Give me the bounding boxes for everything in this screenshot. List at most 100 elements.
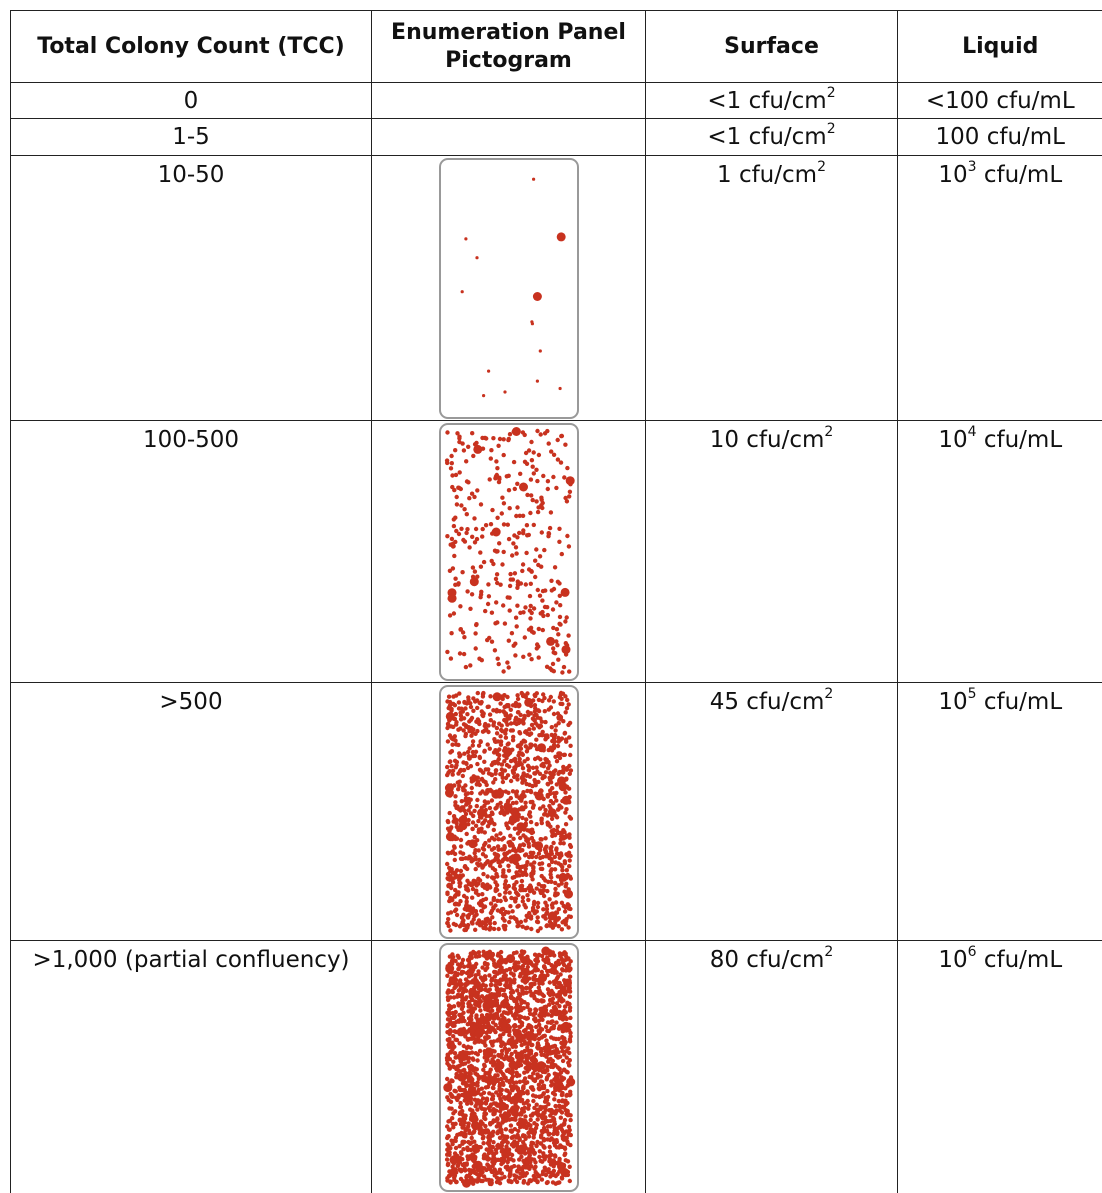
- colony-dot: [480, 1040, 484, 1044]
- colony-dot: [531, 698, 535, 702]
- colony-dot: [502, 926, 506, 930]
- colony-dot: [483, 1124, 487, 1128]
- colony-dot: [562, 890, 566, 894]
- colony-dot: [480, 1136, 484, 1140]
- colony-dot: [527, 653, 531, 657]
- colony-dot: [523, 1028, 527, 1032]
- colony-dot: [523, 1173, 527, 1177]
- colony-dot: [485, 742, 489, 746]
- colony-dot: [475, 256, 478, 259]
- colony-dot: [529, 1076, 533, 1080]
- colony-dot: [567, 1063, 571, 1067]
- colony-dot: [498, 743, 502, 747]
- colony-dot: [446, 820, 450, 824]
- colony-dot: [472, 1091, 476, 1095]
- colony-dot: [503, 789, 507, 793]
- colony-dot: [548, 780, 552, 784]
- colony-dot: [562, 785, 566, 789]
- colony-dot: [528, 885, 532, 889]
- colony-dot: [488, 456, 492, 460]
- surface-cell: <1 cfu/cm2: [646, 119, 898, 156]
- tcc-cell: 1-5: [11, 119, 372, 156]
- colony-dot: [469, 1180, 473, 1184]
- colony-dot: [552, 867, 556, 871]
- colony-dot: [495, 874, 499, 878]
- colony-dot: [466, 725, 470, 729]
- colony-dot: [520, 865, 524, 869]
- colony-dot: [492, 692, 501, 701]
- colony-dot: [458, 1101, 462, 1105]
- colony-dot: [567, 494, 571, 498]
- colony-dot: [555, 1055, 559, 1059]
- colony-dot: [445, 534, 449, 538]
- colony-dot: [536, 505, 540, 509]
- colony-dot: [457, 1041, 461, 1045]
- colony-dot: [465, 879, 469, 883]
- colony-dot: [549, 852, 553, 856]
- colony-dot: [530, 855, 534, 859]
- surface-cell: 45 cfu/cm2: [646, 683, 898, 941]
- colony-dot: [450, 473, 454, 477]
- colony-dot: [523, 1165, 527, 1169]
- colony-dot: [458, 627, 462, 631]
- colony-dot: [480, 447, 484, 451]
- colony-dot: [567, 989, 571, 993]
- colony-dot: [563, 968, 567, 972]
- colony-dot: [545, 487, 549, 491]
- colony-dot: [485, 887, 489, 891]
- colony-dot: [553, 1075, 557, 1079]
- colony-dot: [486, 582, 490, 586]
- colony-dot: [544, 1077, 548, 1081]
- colony-dot: [481, 847, 485, 851]
- colony-dot: [459, 503, 463, 507]
- colony-dot: [533, 1033, 537, 1037]
- colony-dot: [501, 836, 505, 840]
- colony-dot: [548, 695, 552, 699]
- colony-dot: [506, 1040, 510, 1044]
- colony-dot: [514, 880, 518, 884]
- colony-dot: [465, 841, 469, 845]
- colony-dot: [534, 713, 538, 717]
- colony-dot: [461, 728, 465, 732]
- colony-dot: [518, 954, 522, 958]
- colony-dot: [487, 1131, 491, 1135]
- colony-dot: [464, 896, 468, 900]
- liquid-cell: <100 cfu/mL: [898, 83, 1102, 119]
- colony-dot: [499, 957, 503, 961]
- colony-dot: [527, 775, 531, 779]
- colony-dot: [533, 694, 537, 698]
- colony-dot: [542, 548, 546, 552]
- colony-dot: [566, 1132, 570, 1136]
- colony-dot: [473, 824, 477, 828]
- colony-dot: [489, 810, 493, 814]
- colony-dot: [472, 754, 476, 758]
- colony-dot: [522, 635, 526, 639]
- colony-dot: [533, 1007, 537, 1011]
- colony-dot: [525, 926, 529, 930]
- colony-dot: [487, 1070, 491, 1074]
- colony-dot: [513, 1039, 517, 1043]
- colony-dot: [478, 1172, 482, 1176]
- colony-dot: [549, 829, 553, 833]
- colony-dot: [519, 762, 523, 766]
- colony-dot: [448, 1028, 452, 1032]
- colony-dot: [498, 910, 502, 914]
- colony-dot: [505, 742, 509, 746]
- colony-dot: [541, 965, 545, 969]
- colony-dot: [502, 1027, 506, 1031]
- colony-dot: [488, 911, 492, 915]
- liquid-cell: 100 cfu/mL: [898, 119, 1102, 156]
- colony-dot: [541, 894, 545, 898]
- superscript: 2: [824, 424, 833, 440]
- colony-dot: [484, 1097, 488, 1101]
- colony-dot: [557, 1004, 561, 1008]
- colony-dot: [497, 1109, 501, 1113]
- colony-dot: [484, 860, 488, 864]
- colony-dot: [530, 322, 533, 325]
- colony-dot: [456, 700, 460, 704]
- colony-dot: [471, 881, 475, 885]
- colony-dot: [519, 1155, 523, 1159]
- colony-dot: [530, 498, 534, 502]
- colony-dot: [568, 1118, 572, 1122]
- colony-dot: [516, 1166, 520, 1170]
